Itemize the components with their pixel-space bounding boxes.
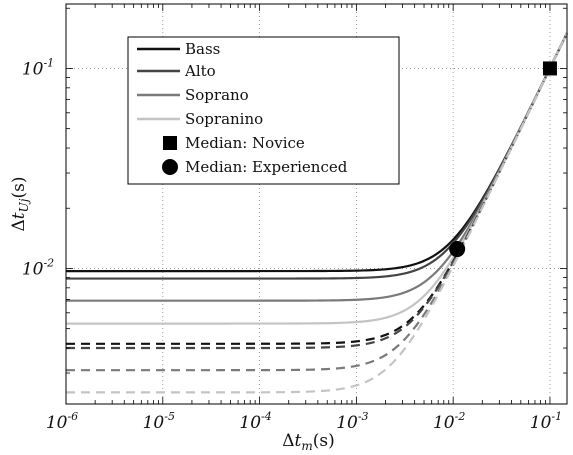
grid bbox=[66, 4, 567, 404]
x-tick-label: 10-4 bbox=[239, 410, 271, 433]
legend-box bbox=[127, 36, 400, 185]
series-alto-solid bbox=[66, 32, 568, 280]
legend-label: Soprano bbox=[185, 86, 249, 104]
y-tick-labels: 10-2 10-1 bbox=[22, 56, 54, 279]
legend-label: Sopranino bbox=[185, 110, 263, 128]
series-dashed bbox=[66, 32, 568, 394]
plot-frame bbox=[65, 3, 568, 405]
legend-circle-marker bbox=[162, 159, 178, 175]
legend-label: Median: Experienced bbox=[185, 158, 348, 176]
legend-square-marker bbox=[163, 136, 177, 150]
data-markers bbox=[449, 61, 557, 258]
x-axis-label: Δtm(s) bbox=[282, 431, 335, 453]
legend-label: Bass bbox=[185, 40, 220, 58]
x-tick-label: 10-3 bbox=[336, 410, 368, 433]
legend: Bass Alto Soprano Sopranino Median: Novice Me… bbox=[127, 36, 400, 185]
y-axis-label: ΔtUj(s) bbox=[9, 177, 31, 232]
x-tick-label: 10-1 bbox=[530, 410, 562, 433]
y-axis-title: ΔtUj(s) bbox=[9, 177, 31, 232]
axis-ticks bbox=[65, 4, 567, 404]
x-tick-label: 10-5 bbox=[143, 410, 175, 433]
x-tick-label: 10-2 bbox=[433, 410, 465, 433]
experienced-median-marker bbox=[449, 241, 466, 258]
y-tick-label: 10-2 bbox=[22, 256, 54, 279]
x-axis-title: Δtm(s) bbox=[282, 431, 335, 453]
x-tick-labels: 10-6 10-5 10-4 10-3 10-2 10-1 bbox=[46, 410, 562, 433]
series-dashed bbox=[66, 32, 568, 350]
legend-label: Alto bbox=[184, 62, 216, 80]
y-tick-label: 10-1 bbox=[22, 56, 54, 79]
novice-median-marker bbox=[542, 61, 557, 76]
legend-label: Median: Novice bbox=[185, 134, 305, 152]
series-lines bbox=[66, 32, 568, 394]
x-tick-label: 10-6 bbox=[46, 410, 78, 433]
